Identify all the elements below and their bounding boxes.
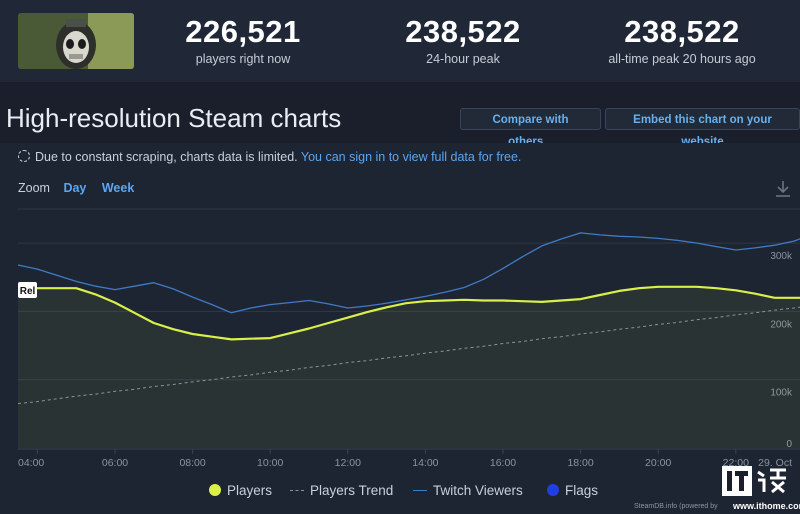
ithome-logo — [722, 466, 786, 496]
current-players-value: 226,521 — [185, 14, 301, 49]
download-icon[interactable] — [775, 180, 791, 198]
legend-twitch-label: Twitch Viewers — [433, 483, 523, 498]
x-tick-label: 20:00 — [645, 457, 671, 469]
zoom-day-button[interactable]: Day — [63, 181, 87, 195]
stats-bar: 226,521 players right now 238,522 24-hou… — [0, 0, 800, 82]
ithome-url: www.ithome.com — [733, 501, 800, 511]
current-players-label: players right now — [195, 52, 291, 66]
players-dot-icon — [209, 484, 221, 496]
legend-twitch-viewers[interactable]: Twitch Viewers — [413, 483, 523, 498]
twitch-viewers-line — [17, 232, 800, 314]
twitch-line-icon — [413, 490, 427, 491]
legend-flags[interactable]: Flags — [547, 483, 598, 498]
stat-current-players: 226,521 players right now — [143, 14, 343, 66]
legend-players[interactable]: Players — [209, 483, 272, 498]
x-tick-label: 29. Oct — [758, 457, 792, 469]
data-limit-notice: Due to constant scraping, charts data is… — [18, 150, 521, 164]
chart-legend: Players Players Trend Twitch Viewers Fla… — [0, 483, 800, 501]
chart-credit[interactable]: SteamDB.info (powered by — [634, 503, 718, 510]
game-thumbnail-art — [18, 13, 134, 69]
legend-players-trend[interactable]: Players Trend — [290, 483, 393, 498]
legend-trend-label: Players Trend — [310, 483, 394, 498]
notice-text: Due to constant scraping, charts data is… — [35, 150, 298, 164]
x-tick-label: 18:00 — [567, 457, 593, 469]
stat-24h-peak: 238,522 24-hour peak — [363, 14, 563, 66]
stat-all-time-peak: 238,522 all-time peak 20 hours ago — [582, 14, 782, 66]
peak-24h-label: 24-hour peak — [426, 52, 500, 66]
y-tick-label: 300k — [770, 251, 793, 262]
y-tick-label: 0 — [786, 439, 792, 450]
x-tick-label: 12:00 — [335, 457, 361, 469]
flag-label: Rel — [20, 286, 36, 297]
x-tick-label: 08:00 — [179, 457, 205, 469]
game-thumbnail[interactable] — [18, 13, 134, 69]
x-tick-label: 10:00 — [257, 457, 283, 469]
x-tick-label: 14:00 — [412, 457, 438, 469]
x-tick-label: 04:00 — [18, 457, 44, 469]
flags-dot-icon — [547, 484, 559, 496]
legend-flags-label: Flags — [565, 483, 599, 498]
trend-dash-icon — [290, 490, 304, 491]
all-time-peak-label: all-time peak 20 hours ago — [608, 52, 756, 66]
all-time-peak-value: 238,522 — [624, 14, 740, 49]
sign-in-link[interactable]: You can sign in to view full data for fr… — [300, 150, 522, 164]
zoom-week-button[interactable]: Week — [101, 181, 135, 195]
x-tick-label: 16:00 — [490, 457, 516, 469]
y-tick-label: 100k — [770, 388, 793, 399]
players-area — [18, 286, 800, 448]
flag-marker[interactable] — [18, 282, 37, 298]
players-trend-line — [17, 306, 800, 405]
zoom-label: Zoom — [18, 181, 50, 195]
players-line — [18, 285, 800, 341]
x-tick-label: 06:00 — [102, 457, 128, 469]
peak-24h-value: 238,522 — [405, 14, 521, 49]
zoom-controls: Zoom Day Week — [18, 181, 146, 195]
compare-button[interactable]: Compare with others... — [460, 108, 601, 148]
page-title: High-resolution Steam charts — [6, 103, 342, 133]
chart-panel — [0, 143, 800, 514]
embed-chart-button[interactable]: Embed this chart on your website — [605, 108, 800, 148]
spinner-icon — [18, 150, 30, 162]
legend-players-label: Players — [227, 483, 273, 498]
y-tick-label: 200k — [770, 319, 793, 330]
